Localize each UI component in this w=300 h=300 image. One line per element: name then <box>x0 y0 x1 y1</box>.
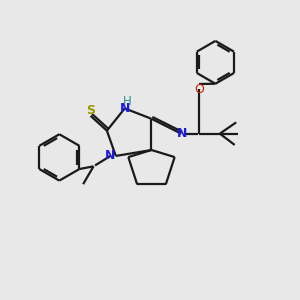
Text: O: O <box>194 82 204 96</box>
Text: N: N <box>105 148 116 162</box>
Text: N: N <box>177 127 187 140</box>
Text: N: N <box>119 102 130 115</box>
Text: H: H <box>123 95 132 108</box>
Text: S: S <box>86 104 95 117</box>
